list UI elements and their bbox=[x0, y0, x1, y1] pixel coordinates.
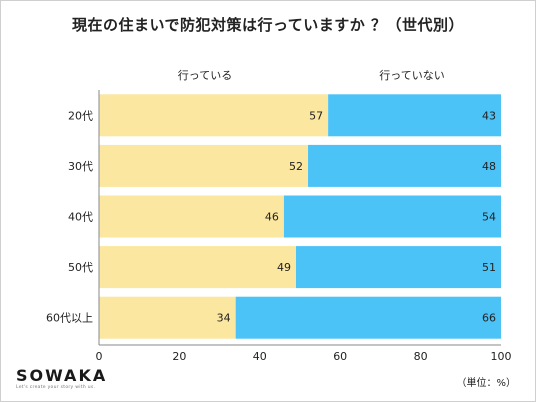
category-label-1: 20代 bbox=[68, 109, 93, 122]
category-label-3: 40代 bbox=[68, 211, 93, 224]
brand-logo: SOWAKA bbox=[16, 366, 108, 385]
data-label-yes-3: 46 bbox=[265, 211, 279, 224]
data-label-no-1: 43 bbox=[482, 109, 496, 122]
unit-note: （単位：%） bbox=[456, 378, 516, 389]
data-label-no-5: 66 bbox=[482, 312, 496, 325]
data-label-yes-2: 52 bbox=[289, 160, 303, 173]
bar-no-5 bbox=[235, 296, 501, 339]
data-label-no-4: 51 bbox=[482, 261, 496, 274]
category-label-5: 60代以上 bbox=[46, 312, 93, 325]
x-tick-label-40: 40 bbox=[253, 350, 267, 363]
bar-yes-3 bbox=[99, 195, 284, 238]
bar-no-4 bbox=[295, 246, 501, 289]
category-label-4: 50代 bbox=[68, 261, 93, 274]
x-tick-label-60: 60 bbox=[333, 350, 347, 363]
x-tick-label-0: 0 bbox=[96, 350, 103, 363]
x-tick-label-100: 100 bbox=[491, 350, 512, 363]
chart-title: 現在の住まいで防犯対策は行っていますか ？（世代別） bbox=[71, 16, 465, 34]
x-tick-label-80: 80 bbox=[414, 350, 428, 363]
bar-no-3 bbox=[283, 195, 501, 238]
bar-yes-4 bbox=[99, 246, 296, 289]
x-tick-label-20: 20 bbox=[172, 350, 186, 363]
data-label-no-3: 54 bbox=[482, 211, 496, 224]
bar-yes-2 bbox=[99, 144, 309, 187]
category-label-2: 30代 bbox=[68, 160, 93, 173]
bar-yes-1 bbox=[99, 94, 329, 137]
legend-label-series-1: 行っている bbox=[178, 69, 232, 82]
bar-yes-5 bbox=[99, 296, 236, 339]
data-label-yes-1: 57 bbox=[309, 109, 323, 122]
bar-no-1 bbox=[328, 94, 501, 137]
brand-tagline: Let's create your story with us. bbox=[16, 385, 96, 390]
data-label-yes-5: 34 bbox=[217, 312, 231, 325]
legend-label-series-2: 行っていない bbox=[379, 69, 444, 82]
data-label-yes-4: 49 bbox=[277, 261, 291, 274]
data-label-no-2: 48 bbox=[482, 160, 496, 173]
bar-no-2 bbox=[308, 144, 501, 187]
